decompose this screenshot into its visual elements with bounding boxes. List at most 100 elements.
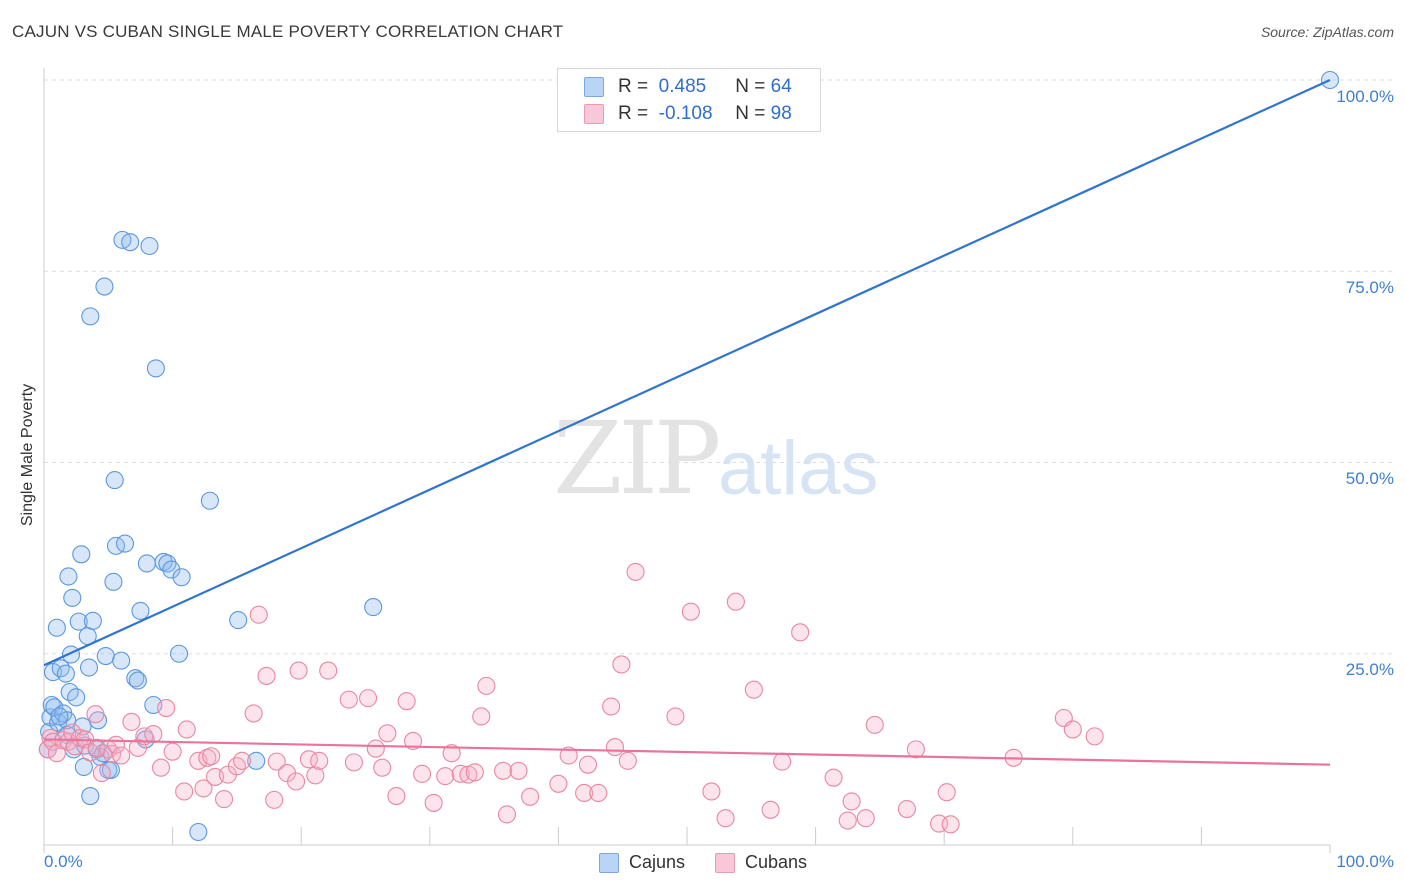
cuban-trend-line — [43, 738, 1331, 766]
watermark-atlas: atlas — [718, 426, 879, 511]
cuban-point-83 — [716, 809, 735, 828]
legend-item-cajuns[interactable]: Cajuns — [598, 852, 685, 873]
cuban-point-53 — [378, 724, 397, 743]
cuban-point-82 — [702, 782, 721, 801]
cajun-point-44 — [128, 671, 147, 690]
cuban-point-46 — [310, 751, 329, 770]
cuban-point-87 — [773, 752, 792, 771]
cuban-point-73 — [578, 755, 598, 774]
cajuns-r-value: 0.485 — [658, 76, 707, 97]
cajuns-legend-swatch — [598, 852, 619, 873]
cuban-point-58 — [424, 793, 443, 812]
cajun-point-8 — [51, 659, 70, 678]
cajun-point-35 — [104, 572, 123, 591]
cajuns-r-label: R = — [618, 76, 649, 97]
cuban-point-97 — [937, 783, 956, 802]
cuban-point-37 — [249, 605, 268, 624]
cubans-swatch — [584, 104, 604, 124]
cajuns-legend-label: Cajuns — [628, 852, 685, 872]
cuban-point-50 — [359, 689, 378, 708]
y-axis-label: Single Male Poverty — [19, 383, 36, 527]
cuban-point-102 — [1085, 727, 1104, 746]
y-tick-25: 25.0% — [1345, 660, 1394, 679]
cuban-point-59 — [436, 767, 455, 786]
cajun-point-19 — [72, 545, 91, 564]
cuban-point-30 — [202, 747, 221, 766]
watermark-zip: ZIP — [553, 400, 721, 517]
stats-legend: R = 0.485 N = 64 R = -0.108 N = 98 — [557, 68, 821, 132]
cajun-trend-line — [43, 78, 1331, 667]
cuban-point-91 — [842, 792, 861, 811]
cuban-point-34 — [227, 757, 246, 776]
cuban-point-71 — [559, 746, 578, 765]
cajuns-swatch — [584, 77, 604, 97]
cuban-point-35 — [232, 751, 252, 770]
cuban-point-79 — [626, 562, 645, 581]
cuban-point-39 — [265, 790, 284, 809]
cuban-point-56 — [404, 731, 423, 751]
cuban-point-84 — [726, 592, 745, 611]
cuban-point-26 — [177, 720, 196, 739]
legend-item-cubans[interactable]: Cubans — [714, 852, 808, 873]
cuban-point-52 — [373, 758, 392, 777]
source-label: Source: ZipAtlas.com — [1260, 24, 1394, 40]
cuban-point-68 — [509, 761, 528, 780]
cuban-point-28 — [194, 779, 213, 798]
cuban-point-70 — [549, 774, 568, 793]
cuban-point-23 — [157, 699, 176, 718]
y-tick-50: 50.0% — [1345, 469, 1394, 488]
cajun-point-31 — [95, 277, 114, 296]
cuban-point-98 — [941, 815, 960, 834]
cajuns-n-value: 64 — [770, 76, 792, 97]
cajun-point-5 — [45, 698, 64, 717]
cajun-point-12 — [59, 567, 78, 586]
series-legend: Cajuns Cubans — [0, 852, 1406, 873]
cajun-point-15 — [63, 588, 82, 607]
cuban-point-25 — [175, 782, 194, 801]
cuban-point-88 — [791, 623, 810, 642]
cuban-point-12 — [87, 738, 106, 757]
cuban-point-7 — [65, 737, 84, 756]
cajun-point-47 — [137, 554, 156, 573]
cajun-point-58 — [229, 611, 248, 630]
y-tick-75: 75.0% — [1345, 278, 1394, 297]
cuban-point-40 — [267, 752, 286, 771]
cuban-point-22 — [151, 758, 171, 777]
cubans-legend-swatch — [714, 852, 735, 873]
cuban-point-75 — [602, 697, 621, 716]
cajun-point-60 — [364, 598, 383, 617]
cuban-point-90 — [838, 811, 857, 830]
cubans-legend-label: Cubans — [744, 852, 808, 872]
cuban-point-76 — [605, 738, 625, 757]
cajuns-n-label: N = — [735, 76, 766, 97]
cuban-point-101 — [1063, 720, 1082, 739]
cajun-point-6 — [47, 618, 66, 637]
cuban-point-45 — [306, 766, 325, 785]
legend-row-cubans: R = -0.108 N = 98 — [584, 102, 792, 126]
cuban-point-18 — [122, 712, 141, 731]
cuban-point-57 — [413, 764, 432, 783]
cuban-point-64 — [472, 707, 491, 726]
cuban-point-69 — [521, 787, 540, 806]
cuban-point-94 — [897, 799, 916, 819]
cuban-point-65 — [477, 676, 496, 695]
cubans-r-label: R = — [618, 103, 649, 124]
legend-row-cajuns: R = 0.485 N = 64 — [584, 75, 792, 99]
cajun-point-50 — [146, 359, 165, 378]
cuban-point-10 — [81, 743, 100, 762]
cuban-point-63 — [465, 763, 484, 782]
cuban-point-38 — [257, 666, 276, 685]
cuban-point-86 — [761, 800, 780, 819]
cuban-point-92 — [856, 809, 875, 828]
cubans-n-label: N = — [735, 103, 766, 124]
cuban-point-89 — [824, 768, 843, 787]
cajun-point-39 — [112, 651, 131, 670]
cajun-point-45 — [131, 601, 150, 620]
cuban-point-24 — [163, 742, 182, 761]
cajun-point-38 — [81, 307, 100, 326]
cajun-point-61 — [50, 707, 69, 726]
cajun-point-54 — [169, 644, 189, 663]
cuban-point-85 — [744, 680, 763, 699]
cuban-point-32 — [214, 790, 234, 809]
